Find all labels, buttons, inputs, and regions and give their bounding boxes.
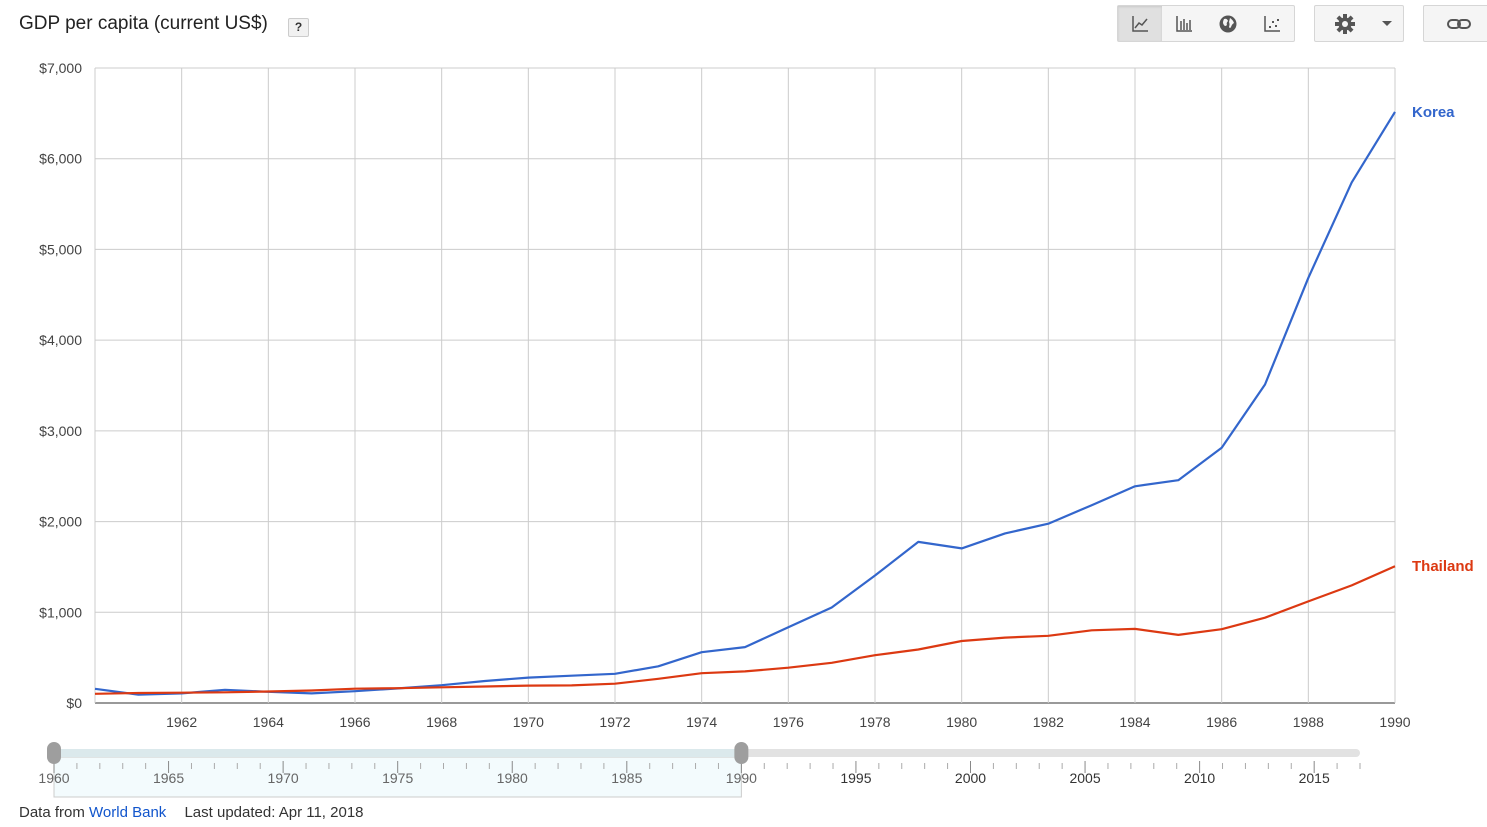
- settings-dropdown[interactable]: [1314, 5, 1404, 42]
- x-tick-label: 1978: [859, 714, 890, 730]
- settings-caret[interactable]: [1375, 6, 1399, 41]
- chart-type-toolbar: [1117, 5, 1295, 42]
- series-label-korea: Korea: [1412, 104, 1455, 121]
- timeline-label: 1970: [268, 770, 299, 786]
- y-tick-label: $5,000: [39, 241, 82, 257]
- series-label-thailand: Thailand: [1412, 558, 1474, 575]
- x-tick-label: 1962: [166, 714, 197, 730]
- line-chart: $0 $1,000 $2,000 $3,000 $4,000 $5,000 $6,000 $7…: [38, 60, 1474, 798]
- timeline-label: 2010: [1184, 770, 1215, 786]
- timeline-handle-start[interactable]: [47, 742, 61, 764]
- x-tick-label: 1970: [513, 714, 544, 730]
- x-tick-label: 1968: [426, 714, 457, 730]
- x-tick-label: 1982: [1033, 714, 1064, 730]
- timeline-label: 1990: [726, 770, 757, 786]
- chart-title: GDP per capita (current US$): [19, 13, 268, 34]
- link-icon: [1447, 18, 1471, 29]
- timeline-label: 2000: [955, 770, 986, 786]
- series-line-thailand: [94, 565, 1396, 695]
- x-tick-label: 1990: [1379, 714, 1410, 730]
- y-tick-label: $0: [66, 695, 82, 711]
- y-tick-label: $6,000: [39, 151, 82, 167]
- x-tick-label: 1972: [599, 714, 630, 730]
- series-lines: [94, 111, 1396, 696]
- timeline-label: 1980: [497, 770, 528, 786]
- settings-button[interactable]: [1315, 6, 1375, 41]
- line-chart-button[interactable]: [1118, 6, 1162, 41]
- share-link-group: [1423, 5, 1487, 42]
- timeline-label: 1985: [611, 770, 642, 786]
- scatter-chart-icon: [1264, 15, 1280, 32]
- bar-chart-icon: [1176, 15, 1192, 32]
- timeline-selected-track: [54, 749, 742, 757]
- timeline-handle-end[interactable]: [734, 742, 749, 764]
- timeline-slider[interactable]: 1960 1965 1970 1975 1980 1985 1990 1995 2000 2005…: [38, 742, 1361, 798]
- source-prefix: Data from: [19, 804, 85, 821]
- timeline-label: 1995: [840, 770, 871, 786]
- footer: Data from World Bank Last updated: Apr 1…: [19, 804, 364, 821]
- x-tick-label: 1976: [773, 714, 804, 730]
- source-link[interactable]: World Bank: [89, 804, 167, 821]
- x-tick-label: 1986: [1206, 714, 1237, 730]
- link-button[interactable]: [1424, 6, 1487, 41]
- y-tick-label: $3,000: [39, 423, 82, 439]
- x-axis: 1962 1964 1966 1968 1970 1972 1974 1976 1978 1980…: [166, 714, 1411, 730]
- gear-icon: [1335, 13, 1355, 34]
- line-chart-icon: [1132, 15, 1148, 32]
- timeline-label: 1965: [153, 770, 184, 786]
- x-tick-label: 1964: [253, 714, 284, 730]
- y-tick-label: $1,000: [39, 604, 82, 620]
- timeline-label: 2005: [1069, 770, 1100, 786]
- x-tick-label: 1980: [946, 714, 977, 730]
- x-tick-label: 1966: [339, 714, 370, 730]
- bar-chart-button[interactable]: [1162, 6, 1206, 41]
- caret-down-icon: [1382, 20, 1392, 26]
- y-tick-label: $4,000: [39, 332, 82, 348]
- grid-lines: [94, 67, 1396, 704]
- timeline-label: 1960: [38, 770, 69, 786]
- series-line-korea: [94, 111, 1396, 696]
- x-tick-label: 1988: [1293, 714, 1324, 730]
- help-button[interactable]: ?: [288, 18, 309, 37]
- scatter-chart-button[interactable]: [1250, 6, 1294, 41]
- x-tick-label: 1974: [686, 714, 717, 730]
- timeline-label: 2015: [1299, 770, 1330, 786]
- timeline-label: 1975: [382, 770, 413, 786]
- map-button[interactable]: [1206, 6, 1250, 41]
- header: GDP per capita (current US$) ?: [0, 0, 1487, 60]
- last-updated: Last updated: Apr 11, 2018: [184, 804, 364, 821]
- y-tick-label: $7,000: [39, 60, 82, 76]
- x-tick-label: 1984: [1119, 714, 1150, 730]
- globe-map-icon: [1219, 15, 1237, 32]
- y-tick-label: $2,000: [39, 514, 82, 530]
- y-axis: $0 $1,000 $2,000 $3,000 $4,000 $5,000 $6,000 $7…: [39, 60, 82, 711]
- series-labels: Korea Thailand: [1412, 104, 1474, 575]
